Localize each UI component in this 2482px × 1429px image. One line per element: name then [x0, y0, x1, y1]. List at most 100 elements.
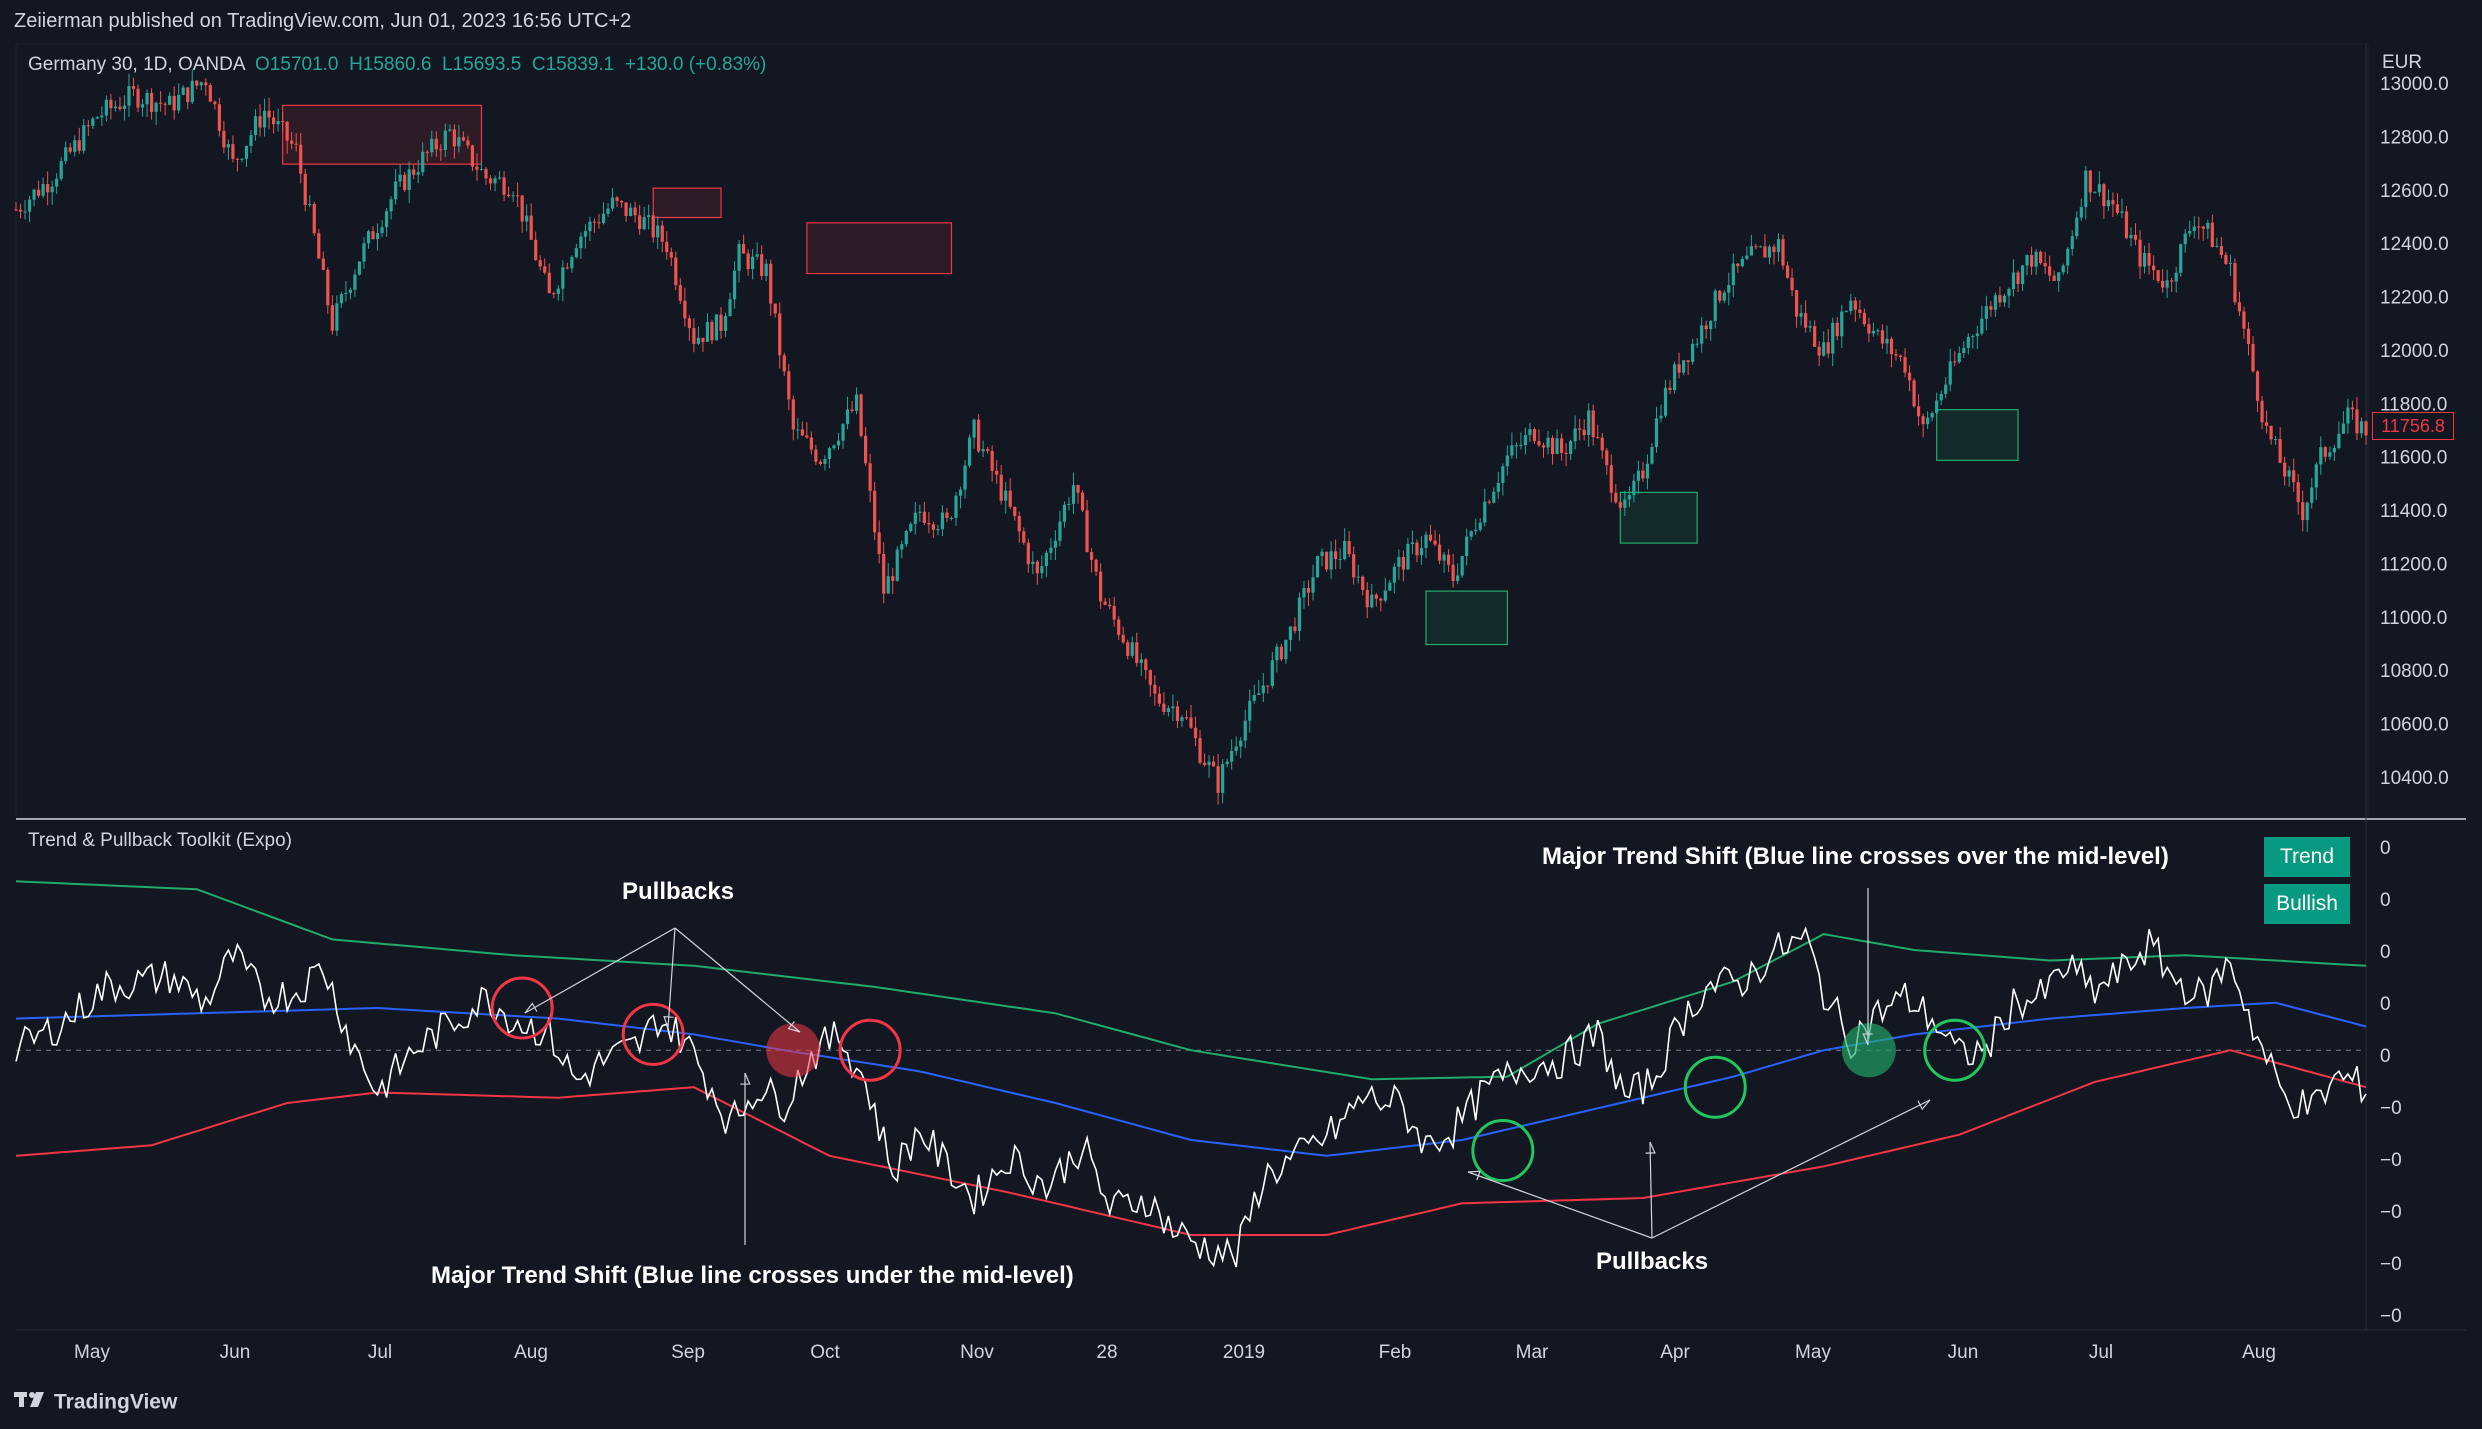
bullish-candle	[1343, 541, 1347, 560]
time-tick-label: Apr	[1660, 1342, 1690, 1363]
bearish-candle	[791, 399, 795, 430]
bearish-candle	[1008, 490, 1012, 507]
bullish-candle	[2097, 184, 2101, 193]
bearish-candle	[1889, 338, 1894, 355]
bearish-candle	[520, 195, 524, 222]
bullish-candle	[2183, 233, 2187, 245]
bearish-candle	[1804, 313, 1808, 328]
indicator-title[interactable]: Trend & Pullback Toolkit (Expo)	[28, 830, 293, 851]
bullish-candle	[1636, 470, 1641, 481]
bullish-candle	[348, 289, 353, 293]
bearish-candle	[267, 110, 271, 118]
bullish-candle	[737, 244, 741, 271]
price-tick-label: 11400.0	[2380, 501, 2447, 522]
bullish-candle	[389, 199, 393, 212]
bearish-candle	[2242, 311, 2246, 329]
bullish-candle	[1722, 292, 1726, 301]
bullish-candle	[601, 213, 606, 224]
bearish-candle	[1334, 551, 1338, 560]
time-tick-label: Nov	[960, 1342, 994, 1363]
bullish-candle	[1284, 639, 1288, 660]
price-tick-label: 10600.0	[2380, 715, 2449, 736]
bearish-candle	[475, 166, 479, 170]
price-tick-label: 11000.0	[2380, 608, 2447, 629]
bullish-candle	[1442, 554, 1446, 561]
bullish-candle	[1844, 311, 1848, 313]
bullish-candle	[1275, 646, 1279, 661]
bullish-candle	[845, 409, 850, 425]
bearish-candle	[439, 149, 443, 151]
bullish-candle	[244, 145, 249, 159]
bullish-shift-marker	[1841, 1023, 1896, 1078]
bullish-candle	[50, 186, 54, 193]
lower-line	[15, 1049, 2367, 1236]
bearish-candle	[1907, 372, 1912, 381]
bearish-candle	[877, 532, 881, 554]
bullish-candle	[1659, 415, 1663, 419]
bearish-candle	[692, 328, 696, 344]
bearish-candle	[1578, 428, 1582, 430]
bullish-candle	[1496, 483, 1500, 492]
bullish-candle	[240, 158, 244, 160]
bearish-candle	[760, 254, 764, 276]
tradingview-logo-icon	[14, 1390, 48, 1416]
bearish-candle	[1605, 450, 1609, 466]
bearish-candle	[864, 435, 868, 464]
bullish-candle	[262, 110, 267, 128]
bearish-candle	[1989, 306, 1993, 310]
bearish-candle	[592, 221, 597, 223]
bullish-candle	[177, 94, 181, 111]
change-value: +130.0 (+0.83%)	[624, 54, 767, 75]
bullish-candle	[1776, 239, 1781, 252]
bullish-candle	[823, 459, 827, 464]
bullish-candle	[104, 99, 108, 116]
bullish-candle	[1257, 693, 1261, 695]
bullish-candle	[958, 489, 963, 496]
bearish-candle	[2364, 421, 2368, 436]
bearish-candle	[172, 95, 176, 111]
bearish-candle	[1451, 564, 1455, 582]
osc-tick-label: −0	[2380, 1150, 2402, 1171]
time-tick-label: Jun	[220, 1342, 251, 1363]
bearish-candle	[299, 144, 303, 174]
bearish-candle	[208, 85, 212, 102]
price-tick-label: 11600.0	[2380, 448, 2447, 469]
bullish-candle	[1713, 290, 1717, 321]
bearish-candle	[1437, 544, 1442, 561]
bearish-candle	[163, 103, 167, 105]
bearish-candle	[1668, 387, 1672, 391]
bearish-candle	[986, 449, 990, 451]
bearish-candle	[470, 145, 475, 167]
bullish-candle	[100, 115, 104, 118]
bearish-candle	[204, 82, 208, 86]
bullish-candle	[91, 118, 95, 126]
arrow-pullback-4	[1467, 1171, 1653, 1239]
bearish-candle	[597, 222, 601, 224]
bullish-candle	[981, 449, 985, 452]
price-tick-label: 11800.0	[2380, 394, 2447, 415]
bearish-candle	[778, 313, 782, 356]
bearish-candle	[2138, 239, 2142, 267]
current-price-tag: 11756.8	[2372, 412, 2454, 440]
bearish-candle	[2269, 425, 2273, 440]
bullish-candle	[1840, 311, 1844, 337]
bearish-candle	[1433, 540, 1437, 545]
bearish-candle	[1858, 309, 1862, 313]
bullish-candle	[1004, 490, 1008, 501]
time-tick-label: 28	[1096, 1342, 1117, 1363]
bearish-candle	[2161, 280, 2165, 288]
bullish-candle	[1505, 455, 1509, 467]
bullish-candle	[2061, 265, 2065, 273]
bullish-candle	[2084, 170, 2088, 208]
bearish-candle	[2264, 422, 2269, 426]
bearish-candle	[2111, 200, 2115, 205]
bullish-pullback-marker	[1683, 1055, 1747, 1119]
bearish-candle	[18, 209, 23, 212]
bullish-candle	[2314, 464, 2318, 488]
tradingview-footer[interactable]: TradingView	[14, 1390, 177, 1416]
bullish-candle	[430, 138, 434, 153]
time-tick-label: 2019	[1223, 1342, 1265, 1363]
bearish-candle	[1144, 659, 1148, 671]
bearish-candle	[868, 463, 872, 491]
